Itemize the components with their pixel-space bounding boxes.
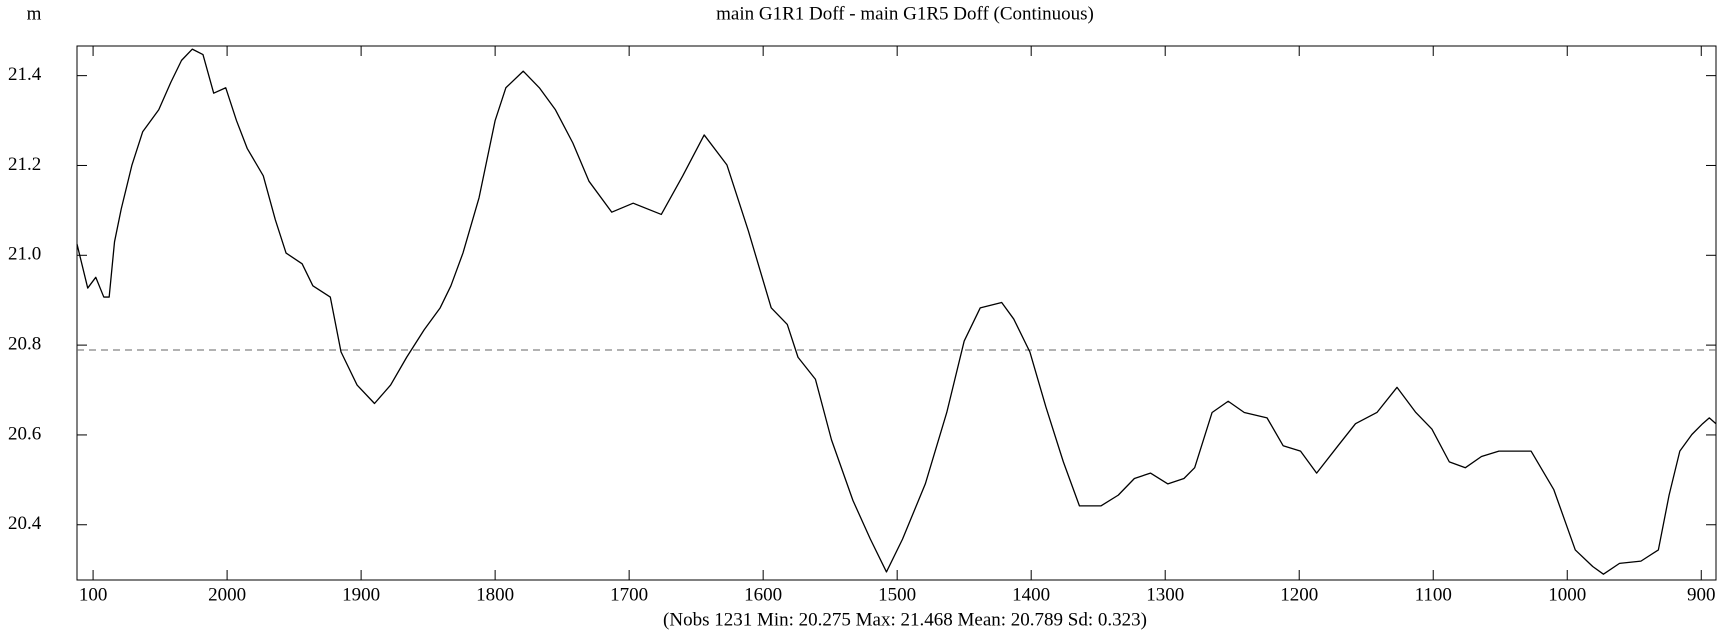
x-tick-label: 2000 [208,584,246,605]
corner-label: m [27,3,42,24]
x-tick-label: 1400 [1012,584,1050,605]
y-tick-label: 20.6 [8,423,41,444]
x-tick-label: 100 [79,584,108,605]
x-tick-label: 1600 [744,584,782,605]
chart-title: main G1R1 Doff - main G1R5 Doff (Continu… [716,3,1094,24]
x-tick-label: 1100 [1415,584,1452,605]
data-line [76,48,1717,575]
x-tick-label: 1700 [610,584,648,605]
stats-footer: (Nobs 1231 Min: 20.275 Max: 21.468 Mean:… [663,609,1147,630]
x-tick-label: 1900 [342,584,380,605]
plot-frame [76,45,1717,581]
x-tick-label: 1500 [878,584,916,605]
y-tick-label: 20.8 [8,333,41,354]
x-tick-label: 1300 [1146,584,1184,605]
x-tick-label: 1000 [1548,584,1586,605]
y-tick-label: 21.4 [8,64,42,85]
x-tick-label: 1200 [1280,584,1318,605]
y-tick-label: 21.2 [8,154,41,175]
y-tick-label: 21.0 [8,244,41,265]
x-tick-label: 1800 [476,584,514,605]
x-tick-label: 900 [1687,584,1716,605]
y-tick-label: 20.4 [8,513,42,534]
